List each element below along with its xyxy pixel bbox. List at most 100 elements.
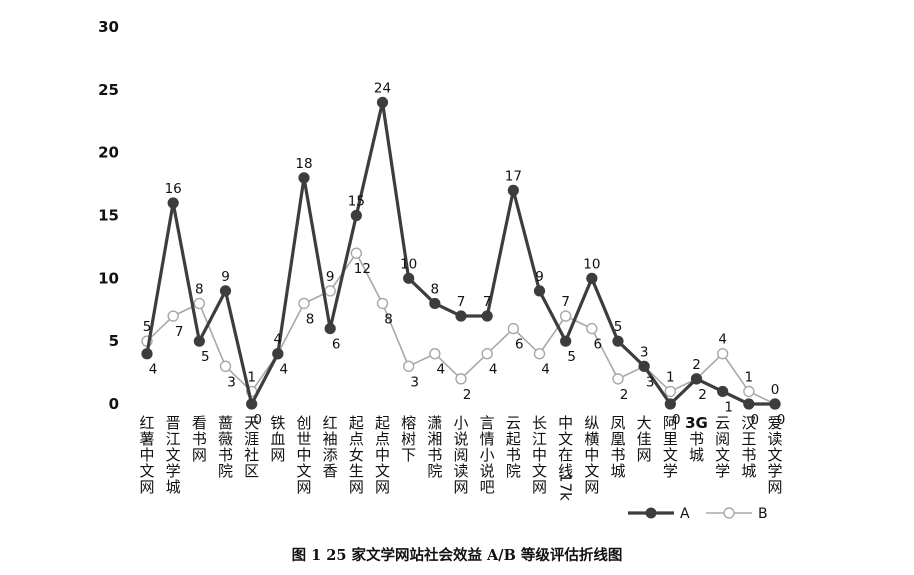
- svg-text:学: 学: [715, 462, 730, 480]
- data-label-B: 7: [175, 324, 184, 340]
- category-labels: 红薯中文网晋江文学城看书网蔷薇书院天涯社区铁血网创世中文网红袖添香起点女生网起点…: [139, 414, 782, 501]
- series-A-point: [167, 197, 179, 209]
- svg-text:阿: 阿: [663, 414, 678, 432]
- data-label-B: 1: [745, 369, 754, 385]
- data-label-B: 12: [354, 261, 371, 277]
- svg-text:线: 线: [558, 462, 573, 480]
- data-label-B: 9: [326, 269, 335, 285]
- data-label-A: 8: [431, 281, 440, 297]
- series-A-point: [272, 348, 284, 360]
- series-B-point: [612, 373, 624, 385]
- svg-text:文: 文: [375, 462, 390, 480]
- svg-text:说: 说: [480, 462, 495, 480]
- data-label-A: 0: [672, 412, 681, 428]
- svg-text:起: 起: [375, 414, 390, 432]
- svg-text:爱: 爱: [767, 414, 782, 432]
- svg-text:阅: 阅: [715, 430, 730, 448]
- series-B-point: [193, 297, 206, 310]
- data-label-A: 9: [535, 269, 544, 285]
- data-label-B: 2: [698, 387, 707, 403]
- series-A-point: [533, 285, 546, 297]
- series-A-point: [612, 335, 624, 347]
- svg-text:书: 书: [192, 430, 207, 448]
- svg-text:下: 下: [401, 446, 416, 464]
- y-tick-label: 25: [98, 81, 119, 99]
- svg-text:添: 添: [323, 446, 338, 464]
- svg-text:里: 里: [663, 430, 678, 448]
- svg-text:文: 文: [139, 462, 154, 480]
- series-A-point: [298, 172, 310, 184]
- svg-text:城: 城: [741, 462, 756, 480]
- legend-B-label: B: [758, 506, 768, 522]
- svg-text:文: 文: [558, 430, 573, 448]
- series-A-point: [769, 398, 781, 410]
- svg-text:袖: 袖: [323, 430, 338, 448]
- svg-text:城: 城: [610, 462, 625, 480]
- legend-A-label: A: [680, 506, 690, 522]
- svg-text:网: 网: [637, 446, 652, 464]
- data-label-A: 17: [505, 168, 522, 184]
- figure-caption: 图 1 25 家文学网站社会效益 A/B 等级评估折线图: [291, 547, 623, 564]
- data-labels: 4516758930144188691512248103847274176945…: [143, 80, 786, 428]
- svg-text:长: 长: [532, 414, 547, 432]
- svg-text:文: 文: [584, 462, 599, 480]
- series-lines: [141, 96, 781, 410]
- legend-A-marker: [645, 507, 657, 519]
- svg-text:中: 中: [532, 446, 547, 464]
- svg-text:香: 香: [323, 462, 338, 480]
- data-label-B: 1: [666, 369, 675, 385]
- svg-text:薯: 薯: [139, 430, 154, 448]
- data-label-B: 8: [195, 281, 204, 297]
- svg-text:蔷: 蔷: [218, 414, 233, 432]
- svg-text:王: 王: [741, 430, 756, 448]
- svg-text:红: 红: [139, 414, 154, 432]
- series-B-point: [586, 322, 598, 335]
- svg-text:读: 读: [453, 462, 468, 480]
- svg-text:网: 网: [270, 446, 285, 464]
- svg-text:网: 网: [767, 478, 782, 496]
- svg-text:文: 文: [715, 446, 730, 464]
- data-label-A: 6: [332, 337, 341, 353]
- svg-text:情: 情: [480, 430, 495, 448]
- series-A-point: [376, 96, 389, 109]
- series-B-point: [716, 348, 729, 360]
- series-A-point: [324, 323, 336, 335]
- svg-text:文: 文: [296, 462, 311, 480]
- svg-text:云: 云: [506, 414, 521, 432]
- data-label-A: 10: [583, 256, 600, 272]
- data-label-B: 2: [463, 387, 472, 403]
- svg-text:起: 起: [506, 430, 521, 448]
- svg-text:凤: 凤: [610, 414, 625, 432]
- svg-text:学: 学: [663, 462, 678, 480]
- svg-text:读: 读: [767, 430, 782, 448]
- svg-text:文: 文: [532, 462, 547, 480]
- svg-text:书: 书: [741, 446, 756, 464]
- series-B-point: [219, 360, 232, 372]
- svg-text:点: 点: [349, 430, 364, 448]
- data-label-A: 5: [567, 349, 576, 365]
- svg-text:潇: 潇: [427, 414, 442, 432]
- svg-text:纵: 纵: [584, 414, 599, 432]
- series-B-point: [376, 297, 389, 310]
- data-label-A: 2: [692, 357, 701, 373]
- svg-text:网: 网: [349, 478, 364, 496]
- svg-text:湘: 湘: [427, 430, 442, 448]
- svg-text:大: 大: [637, 414, 652, 432]
- series-B-point: [559, 310, 572, 322]
- data-label-B: 6: [515, 337, 524, 353]
- svg-text:中: 中: [139, 446, 154, 464]
- data-label-A: 4: [149, 362, 158, 378]
- svg-text:汉: 汉: [741, 414, 756, 432]
- series-A-point: [403, 272, 415, 284]
